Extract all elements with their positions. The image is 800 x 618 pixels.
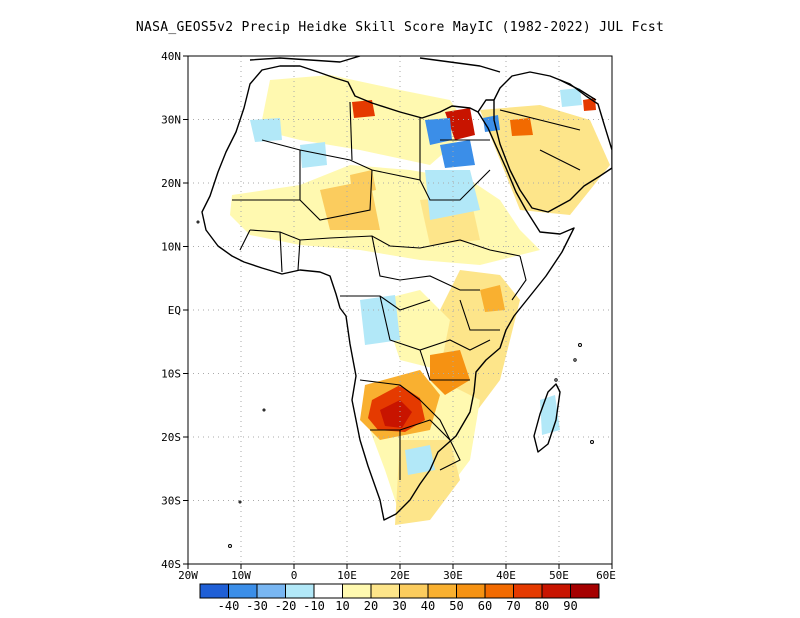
lat-label: 30S <box>161 495 181 508</box>
lon-label: 20E <box>390 569 410 582</box>
shade-angola-dark <box>380 400 412 428</box>
colorbar-label: 80 <box>534 599 550 613</box>
lon-labels: 20W 10W 0 10E 20E 30E 40E 50E 60E <box>178 569 616 582</box>
shade-egypt-blue <box>425 118 452 145</box>
colorbar-swatch <box>427 583 457 599</box>
shade-zambia <box>430 350 470 395</box>
lon-label: 10E <box>337 569 357 582</box>
colorbar-label: 20 <box>363 599 379 613</box>
islands <box>196 220 594 548</box>
colorbar-label: 60 <box>477 599 493 613</box>
colorbar-label: 70 <box>506 599 521 613</box>
lon-label: 30E <box>443 569 463 582</box>
colorbar-swatch <box>513 583 543 599</box>
colorbar-label: 30 <box>392 599 407 613</box>
map-title: NASA_GEOS5v2 Precip Heidke Skill Score M… <box>135 20 665 35</box>
persian-gulf <box>559 79 597 101</box>
colorbar-swatch <box>570 583 600 599</box>
lon-label: 20W <box>178 569 198 582</box>
shade-east-orange <box>480 285 505 312</box>
colorbar-swatch <box>285 583 315 599</box>
colorbar-label: 40 <box>420 599 436 613</box>
colorbar-swatch <box>256 583 286 599</box>
shade-sahel <box>230 165 540 265</box>
lon-label: 40E <box>496 569 516 582</box>
lat-label: 20N <box>161 177 181 190</box>
colorbar-swatch <box>342 583 372 599</box>
shade-drc-lightblue <box>360 295 400 345</box>
shade-sudan-blue <box>440 140 475 168</box>
colorbar-label: 90 <box>563 599 578 613</box>
lon-label: 0 <box>291 569 298 582</box>
shade-kuwait-red <box>583 98 596 111</box>
shade-mauritania-blue <box>250 118 282 142</box>
shade-central <box>380 290 450 370</box>
lat-label: EQ <box>168 304 181 317</box>
colorbar-swatch <box>199 583 229 599</box>
colorbar <box>199 583 600 599</box>
lat-label: 40N <box>161 50 181 63</box>
colorbar-label: -20 <box>274 599 297 613</box>
colorbar-swatch <box>484 583 514 599</box>
map-grid <box>188 56 612 564</box>
shade-saudi-red <box>510 118 533 136</box>
colorbar-label: -40 <box>217 599 240 613</box>
shade-gulf-lightblue <box>560 88 582 107</box>
shade-north <box>260 75 470 165</box>
colorbar-swatch <box>399 583 429 599</box>
colorbar-swatch <box>370 583 400 599</box>
lat-label: 20S <box>161 431 181 444</box>
colorbar-label: -10 <box>303 599 325 613</box>
colorbar-swatch <box>541 583 571 599</box>
colorbar-swatch <box>228 583 258 599</box>
lon-label: 60E <box>596 569 616 582</box>
lat-label: 30N <box>161 114 181 127</box>
shade-west-lightblue <box>300 142 327 168</box>
lat-labels: 40N 30N 20N 10N EQ 10S 20S 30S 40S <box>161 50 181 571</box>
axis-ticks <box>183 55 613 569</box>
mediterranean-north <box>249 56 361 63</box>
colorbar-swatch <box>456 583 486 599</box>
shade-sa-lightblue <box>405 445 435 475</box>
madagascar-coastline <box>533 383 561 453</box>
lat-label: 10S <box>161 368 181 381</box>
mediterranean-east <box>419 57 501 73</box>
lon-label: 50E <box>549 569 569 582</box>
shade-libya-red <box>352 100 375 118</box>
colorbar-swatch <box>313 583 343 599</box>
arabia-coastline <box>493 71 612 213</box>
colorbar-label: -30 <box>246 599 268 613</box>
coastlines <box>201 56 612 521</box>
lat-label: 40S <box>161 558 181 571</box>
colorbar-label: 10 <box>335 599 350 613</box>
lat-label: 10N <box>161 241 181 254</box>
lon-label: 10W <box>231 569 251 582</box>
colorbar-label: 50 <box>449 599 464 613</box>
africa-coastline <box>201 65 575 521</box>
country-borders <box>232 101 581 480</box>
red-sea <box>477 99 494 113</box>
